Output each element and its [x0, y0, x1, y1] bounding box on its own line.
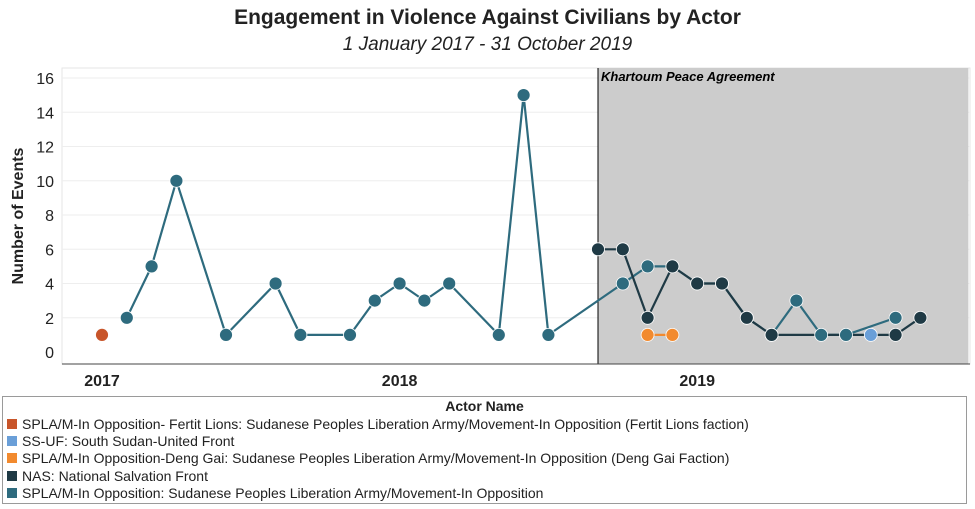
y-tick-label: 14 [36, 105, 54, 122]
legend-title: Actor Name [445, 398, 524, 414]
y-tick-label: 12 [36, 140, 54, 157]
legend-items: SPLA/M-In Opposition- Fertit Lions: Suda… [3, 415, 966, 502]
data-point[interactable] [144, 259, 159, 274]
data-point[interactable] [888, 310, 903, 325]
line-chart: Khartoum Peace Agreement 0 2 4 6 8 10 12 14 16 2… [10, 67, 971, 390]
x-tick-labels: 2017 2018 2019 [84, 373, 715, 390]
legend-label: SPLA/M-In Opposition- Fertit Lions: Suda… [22, 415, 749, 432]
data-point[interactable] [913, 310, 928, 325]
data-point[interactable] [764, 327, 779, 342]
data-point[interactable] [491, 327, 506, 342]
data-point[interactable] [814, 327, 829, 342]
data-point[interactable] [839, 327, 853, 342]
legend-label: NAS: National Salvation Front [22, 467, 208, 484]
data-point[interactable] [640, 327, 655, 342]
y-tick-label: 6 [45, 242, 54, 259]
chart-subtitle: 1 January 2017 - 31 October 2019 [342, 34, 633, 55]
legend-item[interactable]: SPLA/M-In Opposition-Deng Gai: Sudanese … [3, 450, 966, 467]
data-point[interactable] [119, 310, 134, 325]
y-tick-label: 16 [36, 71, 54, 88]
data-point[interactable] [367, 293, 382, 308]
y-tick-label: 4 [45, 277, 54, 294]
data-point[interactable] [640, 259, 655, 274]
data-point[interactable] [739, 310, 754, 325]
data-point[interactable] [268, 276, 283, 291]
legend-swatch [7, 488, 17, 499]
data-point[interactable] [863, 327, 878, 342]
data-point[interactable] [516, 88, 531, 102]
legend-swatch [7, 453, 17, 464]
data-point[interactable] [665, 259, 680, 274]
data-point[interactable] [343, 327, 357, 342]
data-point[interactable] [219, 327, 233, 342]
series-line [598, 248, 922, 336]
legend-label: SPLA/M-In Opposition-Deng Gai: Sudanese … [22, 450, 730, 467]
chart-title: Engagement in Violence Against Civilians… [234, 6, 741, 29]
x-tick-label: 2018 [382, 373, 418, 390]
y-axis-label: Number of Events [10, 147, 27, 284]
legend: Actor Name SPLA/M-In Opposition- Fertit … [2, 396, 967, 504]
legend-label: SS-UF: South Sudan-United Front [22, 433, 235, 450]
x-tick-label: 2019 [679, 373, 715, 390]
legend-item[interactable]: SS-UF: South Sudan-United Front [3, 432, 966, 449]
peace-agreement-label: Khartoum Peace Agreement [601, 69, 775, 84]
data-point[interactable] [392, 276, 407, 291]
legend-swatch [7, 436, 17, 447]
y-tick-label: 10 [36, 174, 54, 191]
data-point[interactable] [888, 327, 903, 342]
data-point[interactable] [690, 276, 705, 291]
data-point[interactable] [591, 242, 605, 257]
data-point[interactable] [615, 276, 630, 291]
legend-label: SPLA/M-In Opposition: Sudanese Peoples L… [22, 485, 544, 502]
legend-swatch [7, 470, 17, 481]
data-point[interactable] [293, 327, 308, 342]
data-point[interactable] [789, 293, 804, 308]
y-tick-label: 8 [45, 208, 54, 225]
data-point[interactable] [715, 276, 729, 291]
data-point[interactable] [169, 173, 184, 188]
data-point[interactable] [615, 242, 630, 257]
data-point[interactable] [417, 293, 432, 308]
legend-item[interactable]: SPLA/M-In Opposition: Sudanese Peoples L… [3, 485, 966, 502]
y-tick-label: 2 [45, 311, 54, 328]
data-point[interactable] [442, 276, 457, 291]
series-layer [95, 88, 928, 342]
y-tick-label: 0 [45, 345, 54, 362]
legend-item[interactable]: SPLA/M-In Opposition- Fertit Lions: Suda… [3, 415, 966, 432]
data-point[interactable] [665, 327, 680, 342]
x-tick-label: 2017 [84, 373, 120, 390]
legend-item[interactable]: NAS: National Salvation Front [3, 467, 966, 484]
legend-swatch [7, 418, 17, 429]
y-tick-labels: 0 2 4 6 8 10 12 14 16 [36, 71, 54, 362]
data-point[interactable] [541, 327, 556, 342]
data-point[interactable] [95, 327, 109, 342]
peace-agreement-shade [598, 68, 969, 364]
data-point[interactable] [640, 310, 655, 325]
